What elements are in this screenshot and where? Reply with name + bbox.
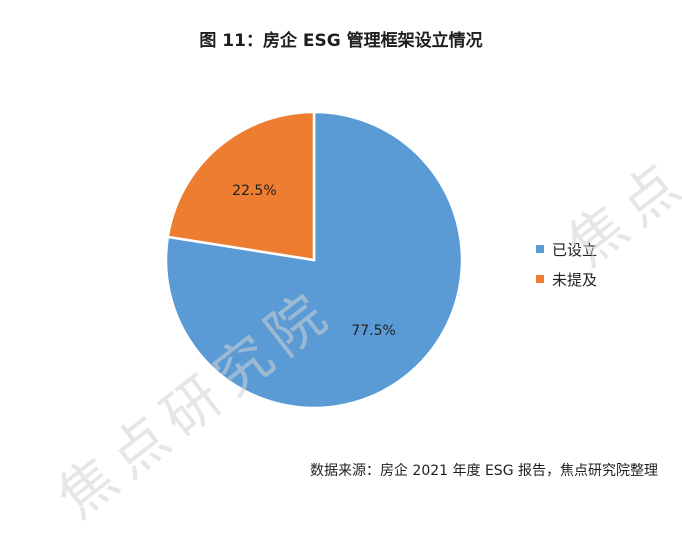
legend-swatch-0 <box>536 245 544 253</box>
source-note: 数据来源：房企 2021 年度 ESG 报告，焦点研究院整理 <box>309 463 658 479</box>
legend-item-0: 已设立 <box>536 234 597 264</box>
legend: 已设立 未提及 <box>536 234 597 294</box>
chart-title: 图 11：房企 ESG 管理框架设立情况 <box>199 31 483 51</box>
data-label-0: 77.5% <box>351 323 395 339</box>
data-label-1: 22.5% <box>232 183 276 199</box>
legend-label-0: 已设立 <box>552 240 598 259</box>
legend-swatch-1 <box>536 275 544 283</box>
pie-chart: 77.5% 22.5% <box>164 110 464 410</box>
pie-slice-1 <box>166 110 316 262</box>
legend-label-1: 未提及 <box>552 270 598 289</box>
legend-item-1: 未提及 <box>536 264 597 294</box>
